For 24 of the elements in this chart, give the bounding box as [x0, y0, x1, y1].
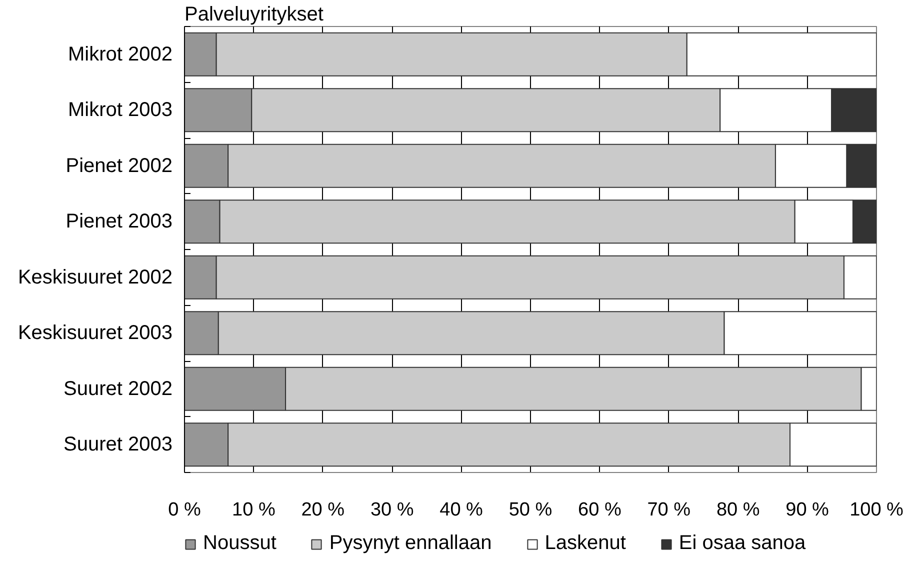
legend-label: Pysynyt ennallaan — [329, 532, 492, 555]
x-tick-label: 80 % — [716, 500, 760, 520]
y-tick-label: Suuret 2002 — [64, 378, 173, 400]
x-tick-label: 10 % — [232, 500, 276, 520]
x-tick-label: 60 % — [578, 500, 622, 520]
x-tick-label: 100 % — [850, 500, 904, 520]
x-tick-label: 0 % — [168, 500, 201, 520]
legend-label: Laskenut — [544, 532, 626, 555]
chart-title: Palveluyritykset — [184, 4, 324, 26]
y-tick-label: Mikrot 2003 — [68, 99, 173, 122]
x-tick-label: 30 % — [370, 500, 414, 520]
y-tick-label: Mikrot 2002 — [68, 43, 173, 66]
y-tick-label: Suuret 2003 — [64, 434, 173, 456]
x-tick-label: 40 % — [440, 500, 484, 520]
x-tick-label: 70 % — [647, 500, 691, 520]
x-tick-label: 50 % — [508, 500, 552, 520]
y-tick-label: Keskisuuret 2003 — [18, 322, 173, 344]
legend-label: Noussut — [203, 532, 276, 555]
x-tick-label: 20 % — [301, 500, 345, 520]
y-tick-label: Pienet 2003 — [66, 210, 173, 233]
legend-label: Ei osaa sanoa — [678, 532, 806, 555]
y-tick-label: Pienet 2002 — [66, 154, 173, 177]
x-tick-label: 90 % — [786, 500, 830, 520]
y-tick-label: Keskisuuret 2002 — [18, 266, 173, 288]
